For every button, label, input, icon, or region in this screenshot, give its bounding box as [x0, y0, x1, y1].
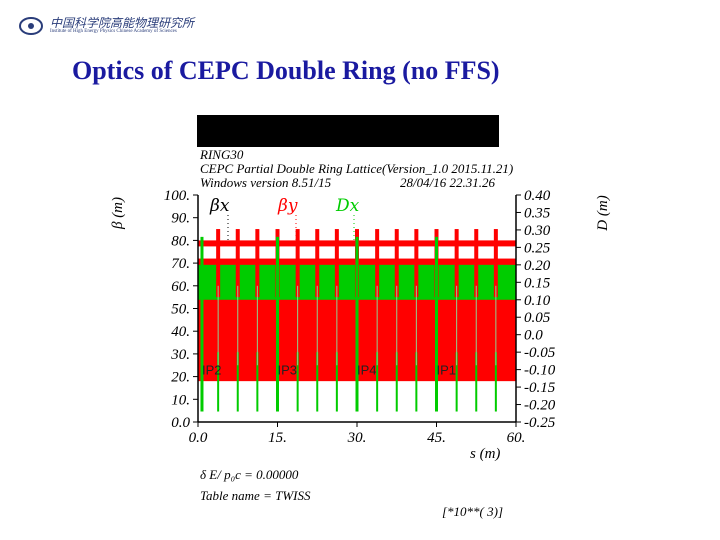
- dx-dip: [376, 352, 379, 412]
- beta-y-spike: [454, 229, 459, 298]
- x-tick-label: 60.: [507, 430, 526, 446]
- x-axis-label: s (m): [470, 446, 500, 462]
- ip-label: IP4: [357, 363, 377, 378]
- beta-y-spike: [235, 229, 240, 298]
- beta-y-spike: [375, 229, 380, 298]
- header-line-ring: RING30: [199, 147, 244, 162]
- y-right-tick-label: 0.0: [524, 328, 543, 344]
- y-right-tick-label: 0.35: [524, 205, 551, 221]
- y-left-tick-label: 100.: [164, 188, 190, 204]
- beta-y-spike: [295, 229, 300, 298]
- dx-dip: [335, 352, 338, 412]
- beta-y-spike: [216, 229, 221, 298]
- footer-delta: δ E/ p₀c = 0.00000: [200, 467, 299, 482]
- y-right-tick-label: 0.10: [524, 293, 551, 309]
- x-tick-label: 0.0: [189, 430, 208, 446]
- beta-y-spike: [255, 229, 260, 298]
- header-line-lattice: CEPC Partial Double Ring Lattice(Version…: [200, 161, 513, 176]
- y-right-axis-label: D (m): [595, 195, 611, 231]
- x-tick-label: 30.: [347, 430, 367, 446]
- slide-title: Optics of CEPC Double Ring (no FFS): [72, 56, 500, 85]
- dx-dip: [395, 352, 398, 412]
- beta-y-spike: [493, 229, 498, 298]
- y-left-tick-label: 0.0: [171, 415, 190, 431]
- beta-y-spike: [414, 229, 419, 298]
- beta-y-spike: [474, 229, 479, 298]
- footer-table: Table name = TWISS: [200, 488, 311, 503]
- header-line-date: 28/04/16 22.31.26: [400, 175, 495, 190]
- y-right-tick-label: 0.20: [524, 258, 551, 274]
- beta-y-spike: [394, 229, 399, 298]
- y-right-tick-label: 0.25: [524, 240, 551, 256]
- legend-entry: βy: [277, 196, 298, 216]
- dx-dip: [217, 352, 220, 412]
- y-left-tick-label: 50.: [171, 302, 190, 318]
- redaction-bar: [197, 115, 499, 147]
- ip-label: IP2: [202, 363, 222, 378]
- series-layer: IP2 IP3 IP4 IP1: [198, 229, 516, 412]
- y-left-tick-label: 80.: [171, 233, 190, 249]
- dx-dip: [455, 352, 458, 412]
- institute-logo: 中国科学院高能物理研究所 Institute of High Energy Ph…: [18, 12, 194, 40]
- y-left-tick-label: 60.: [171, 279, 190, 295]
- dx-dip: [316, 352, 319, 412]
- ip-label: IP1: [437, 363, 457, 378]
- y-right-tick-label: 0.15: [524, 275, 551, 291]
- y-right-tick-label: -0.05: [524, 345, 556, 361]
- y-right-tick-label: 0.40: [524, 188, 551, 204]
- y-right-tick-label: -0.10: [524, 363, 556, 379]
- dx-dip: [494, 352, 497, 412]
- logo-english-text: Institute of High Energy Physics Chinese…: [50, 29, 177, 34]
- dx-dip: [296, 352, 299, 412]
- y-right-tick-label: -0.25: [524, 415, 556, 431]
- dx-dip: [236, 352, 239, 412]
- dx-dip: [475, 352, 478, 412]
- y-left-tick-label: 70.: [171, 256, 190, 272]
- y-left-tick-label: 20.: [171, 370, 190, 386]
- x-tick-label: 45.: [427, 430, 446, 446]
- header-line-version: Windows version 8.51/15: [200, 175, 332, 190]
- legend-entry: βx: [209, 196, 230, 216]
- y-right-tick-label: -0.15: [524, 380, 556, 396]
- legend-entry: Dx: [335, 196, 360, 216]
- axis-layer: 0.010.20.30.40.50.60.70.80.90.100.-0.25-…: [164, 188, 556, 446]
- dx-dip: [415, 352, 418, 412]
- y-left-tick-label: 90.: [171, 211, 190, 227]
- beta-y-spike: [315, 229, 320, 298]
- y-left-tick-label: 40.: [171, 324, 190, 340]
- dx-dip: [256, 352, 259, 412]
- logo-chinese-text: 中国科学院高能物理研究所: [50, 16, 195, 30]
- ip-label: IP3: [278, 363, 298, 378]
- y-right-tick-label: 0.05: [524, 310, 551, 326]
- logo-emblem-icon: [19, 17, 43, 35]
- x-tick-label: 15.: [268, 430, 287, 446]
- y-left-tick-label: 30.: [170, 347, 190, 363]
- y-left-axis-label: β (m): [110, 197, 126, 230]
- y-right-tick-label: -0.20: [524, 398, 556, 414]
- beta-y-spike: [334, 229, 339, 298]
- y-left-tick-label: 10.: [171, 392, 190, 408]
- y-right-tick-label: 0.30: [524, 223, 551, 239]
- footer-scale: [*10**( 3)]: [442, 504, 503, 519]
